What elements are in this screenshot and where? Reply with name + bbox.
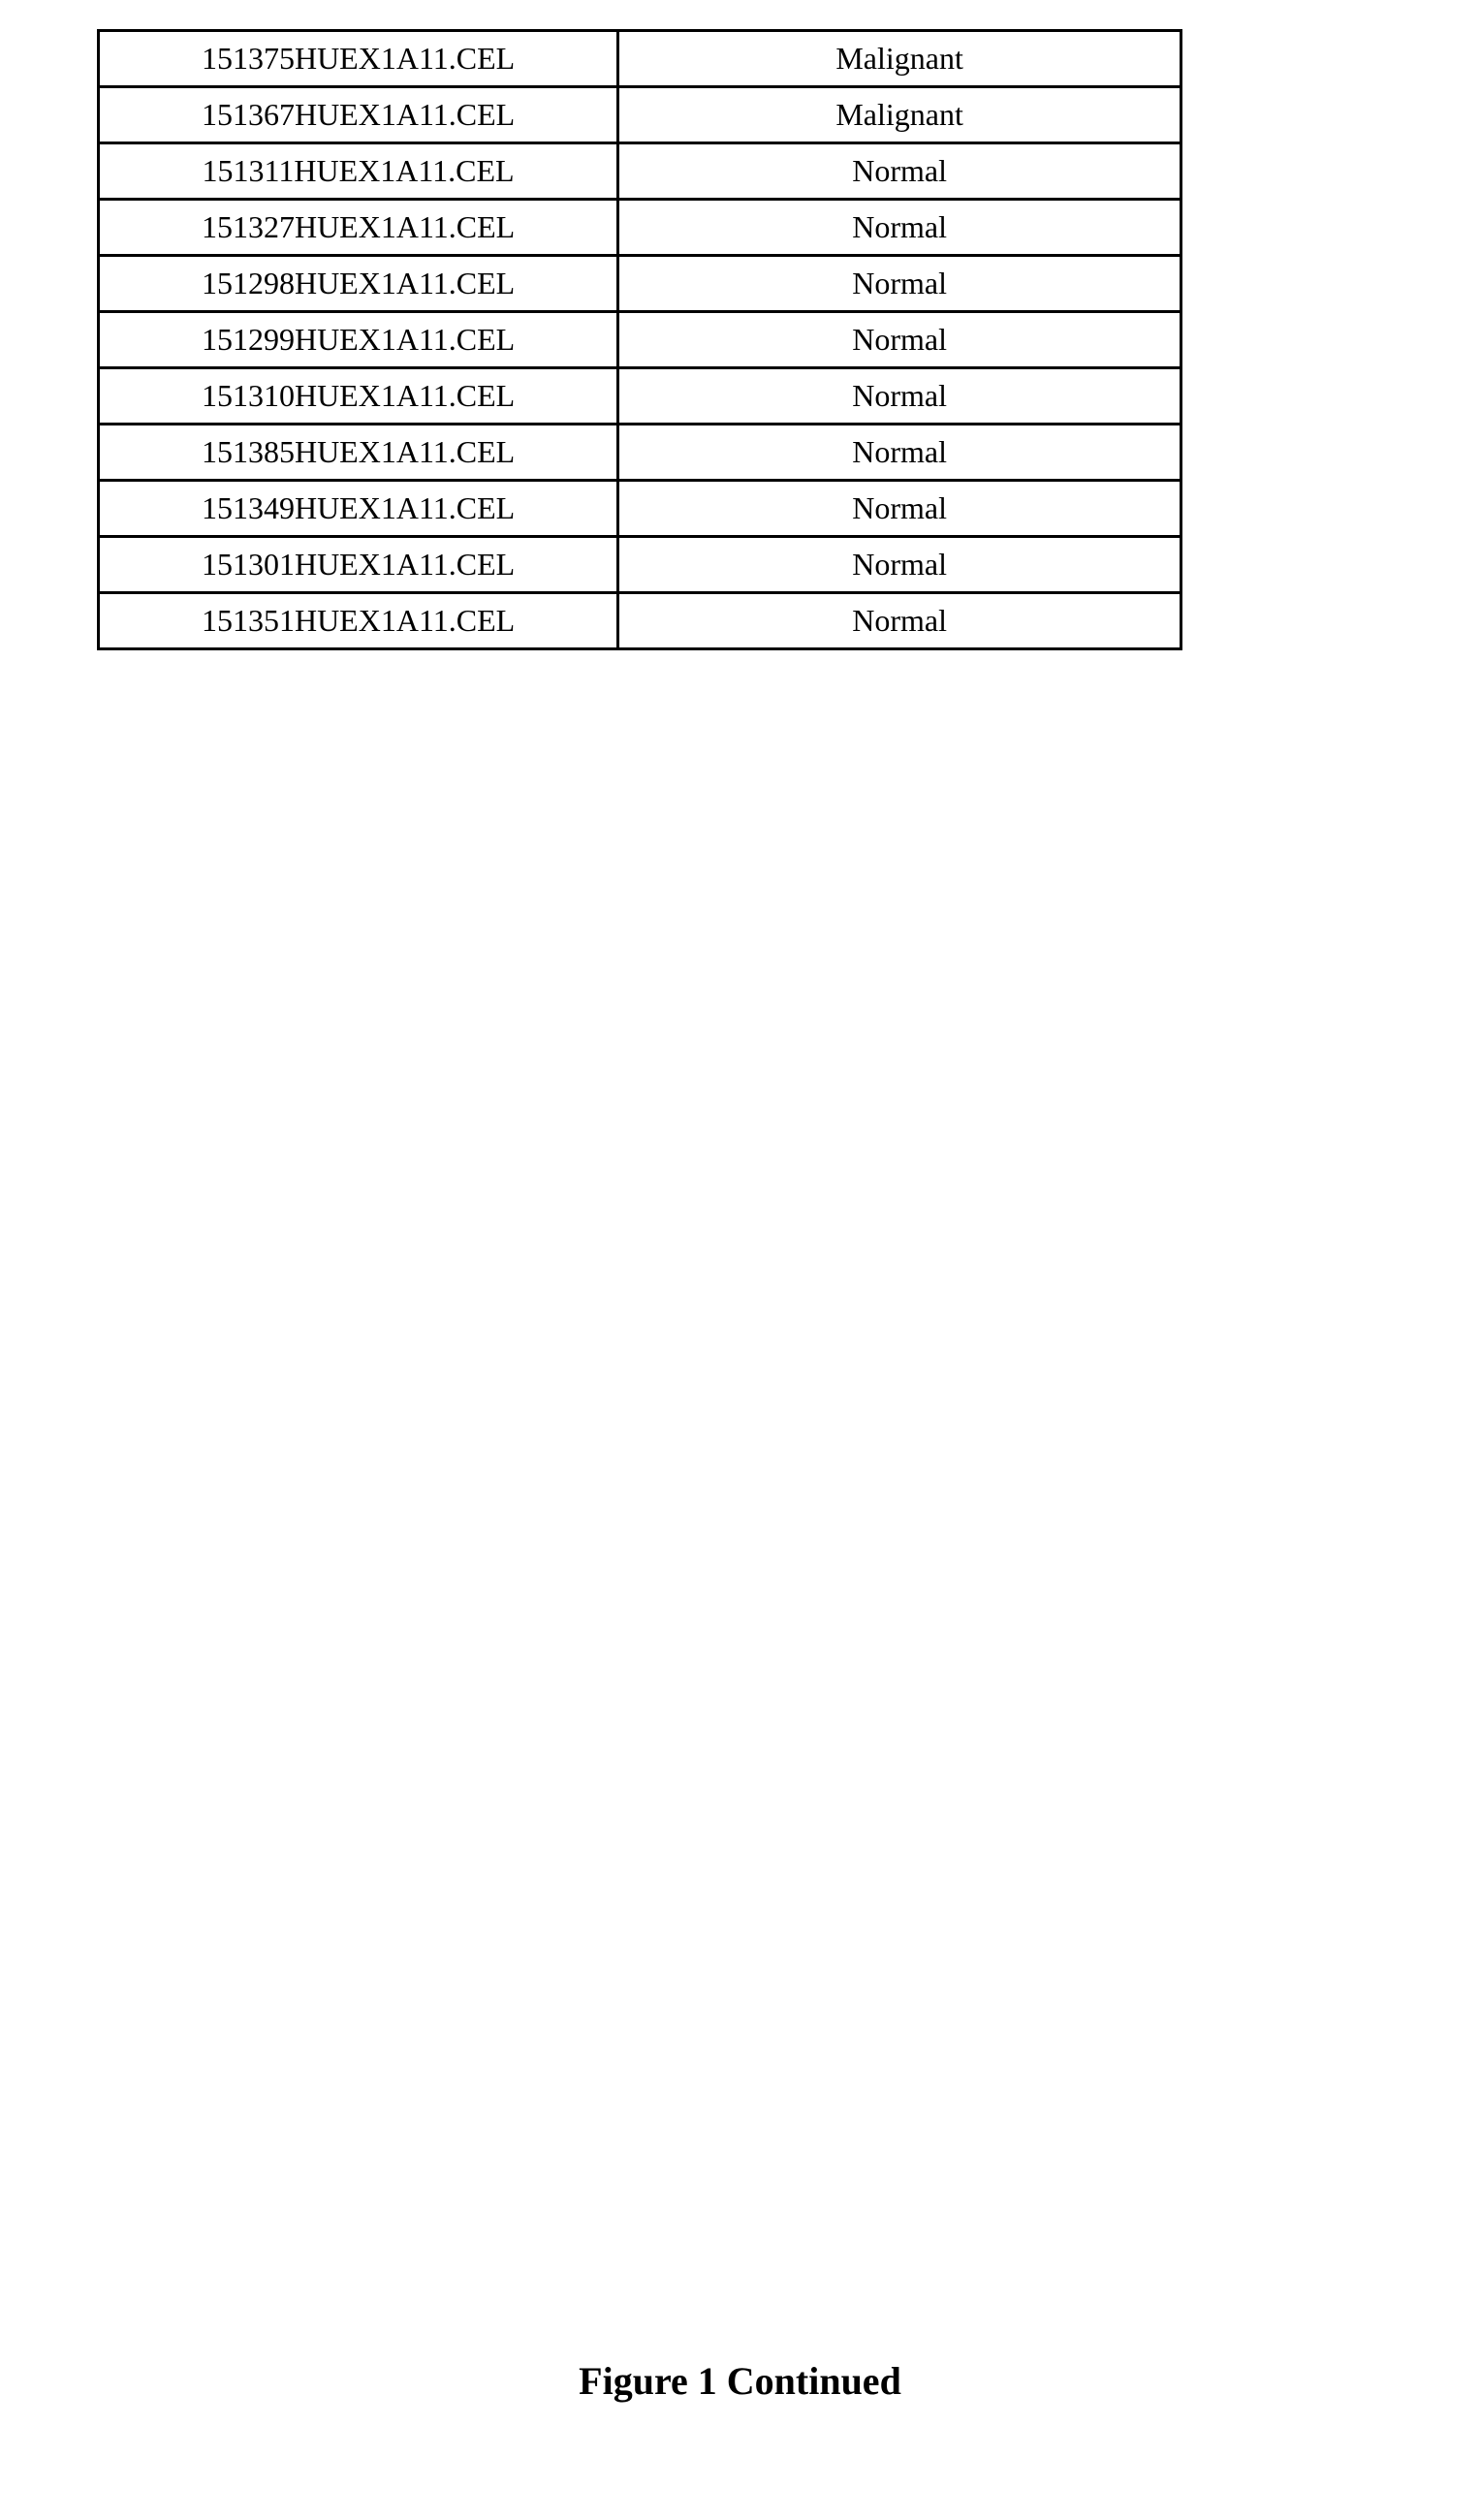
figure-caption: Figure 1 Continued: [0, 2358, 1480, 2404]
data-table: 151375HUEX1A11.CEL Malignant 151367HUEX1…: [97, 29, 1182, 650]
file-cell: 151301HUEX1A11.CEL: [99, 537, 618, 593]
file-cell: 151310HUEX1A11.CEL: [99, 368, 618, 425]
table-body: 151375HUEX1A11.CEL Malignant 151367HUEX1…: [99, 31, 1181, 649]
classification-cell: Normal: [618, 425, 1181, 481]
table-row: 151301HUEX1A11.CEL Normal: [99, 537, 1181, 593]
table-row: 151351HUEX1A11.CEL Normal: [99, 593, 1181, 649]
classification-cell: Normal: [618, 312, 1181, 368]
classification-cell: Normal: [618, 200, 1181, 256]
classification-cell: Normal: [618, 143, 1181, 200]
table-row: 151375HUEX1A11.CEL Malignant: [99, 31, 1181, 87]
file-cell: 151299HUEX1A11.CEL: [99, 312, 618, 368]
classification-cell: Normal: [618, 256, 1181, 312]
table-row: 151327HUEX1A11.CEL Normal: [99, 200, 1181, 256]
classification-cell: Normal: [618, 481, 1181, 537]
table-row: 151349HUEX1A11.CEL Normal: [99, 481, 1181, 537]
classification-cell: Normal: [618, 368, 1181, 425]
file-cell: 151351HUEX1A11.CEL: [99, 593, 618, 649]
file-cell: 151311HUEX1A11.CEL: [99, 143, 618, 200]
table-row: 151311HUEX1A11.CEL Normal: [99, 143, 1181, 200]
classification-cell: Malignant: [618, 87, 1181, 143]
document-page: 151375HUEX1A11.CEL Malignant 151367HUEX1…: [0, 0, 1480, 2520]
table-row: 151310HUEX1A11.CEL Normal: [99, 368, 1181, 425]
classification-cell: Normal: [618, 537, 1181, 593]
table-row: 151385HUEX1A11.CEL Normal: [99, 425, 1181, 481]
file-cell: 151385HUEX1A11.CEL: [99, 425, 618, 481]
table-row: 151367HUEX1A11.CEL Malignant: [99, 87, 1181, 143]
table-row: 151299HUEX1A11.CEL Normal: [99, 312, 1181, 368]
file-cell: 151298HUEX1A11.CEL: [99, 256, 618, 312]
classification-cell: Normal: [618, 593, 1181, 649]
classification-cell: Malignant: [618, 31, 1181, 87]
file-cell: 151349HUEX1A11.CEL: [99, 481, 618, 537]
table-row: 151298HUEX1A11.CEL Normal: [99, 256, 1181, 312]
file-cell: 151327HUEX1A11.CEL: [99, 200, 618, 256]
file-cell: 151367HUEX1A11.CEL: [99, 87, 618, 143]
file-cell: 151375HUEX1A11.CEL: [99, 31, 618, 87]
